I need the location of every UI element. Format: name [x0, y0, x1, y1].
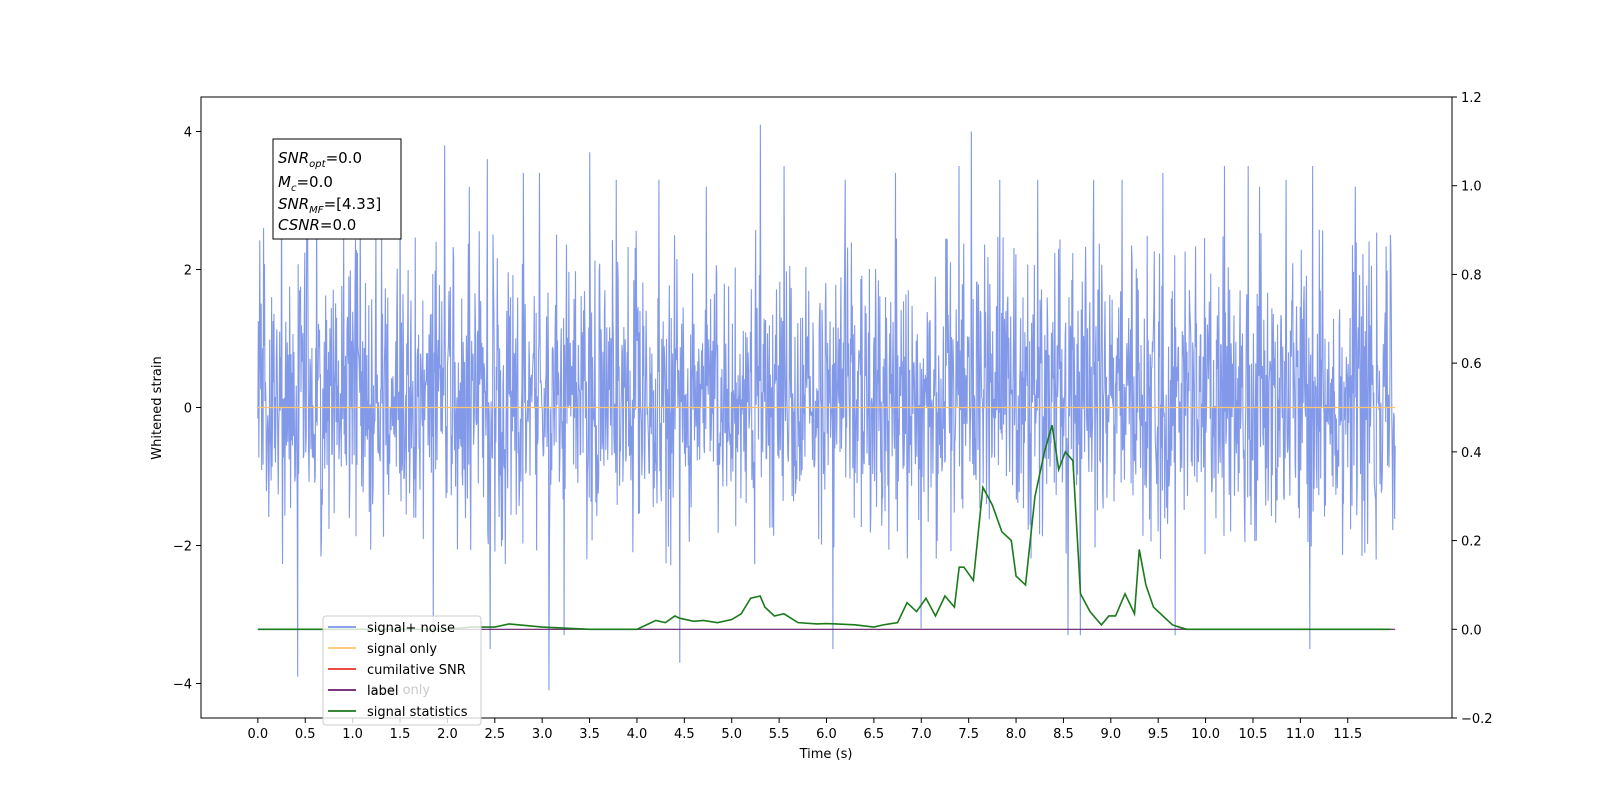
x-tick-label: 1.5: [390, 727, 411, 742]
y-axis-right: 1.2 1.0 0.8 0.6 0.4 0.2 0.0 −0.2: [1452, 91, 1493, 727]
x-tick-label: 3.5: [579, 727, 600, 742]
y-axis-left: 4 2 0 −2 −4: [173, 126, 201, 693]
legend-hidden-text: label only: [367, 683, 430, 698]
x-tick-label: 2.5: [484, 727, 505, 742]
x-tick-label: 3.0: [532, 727, 553, 742]
annotation-snr-opt: SNRopt=0.0: [278, 149, 362, 170]
x-tick-label: 7.0: [911, 727, 932, 742]
x-tick-label: 0.5: [295, 727, 316, 742]
series-layer: [257, 124, 1396, 691]
x-tick-label: 5.0: [721, 727, 742, 742]
x-tick-label: 6.5: [864, 727, 885, 742]
y-tick-label: −4: [173, 678, 192, 693]
x-tick-label: 10.0: [1191, 727, 1220, 742]
series-signal-statistics: [257, 425, 1391, 631]
x-tick-label: 11.5: [1333, 727, 1362, 742]
y-tick-label: 2: [184, 264, 192, 279]
y-right-tick-label: 0.6: [1461, 357, 1482, 372]
x-tick-label: 2.0: [437, 727, 458, 742]
x-tick-label: 8.0: [1006, 727, 1027, 742]
y-axis-label: Whitened strain: [150, 356, 165, 459]
y-right-tick-label: 0.2: [1461, 535, 1482, 550]
x-tick-label: 5.5: [769, 727, 790, 742]
series-signal-noise: [257, 124, 1396, 691]
annotation-csnr: CSNR=0.0: [278, 216, 356, 234]
y-right-tick-label: 1.2: [1461, 91, 1482, 106]
y-right-tick-label: −0.2: [1461, 712, 1493, 727]
y-right-tick-label: 0.8: [1461, 268, 1482, 283]
y-tick-label: 4: [184, 126, 192, 141]
legend-label: signal statistics: [367, 705, 468, 720]
x-tick-label: 1.0: [342, 727, 363, 742]
x-tick-label: 4.5: [674, 727, 695, 742]
x-tick-label: 9.5: [1148, 727, 1169, 742]
x-axis-label: Time (s): [799, 747, 853, 762]
legend: label only signal+ noise signal only cumil…: [322, 615, 482, 726]
y-right-tick-label: 0.0: [1461, 623, 1482, 638]
x-tick-label: 4.0: [627, 727, 648, 742]
x-tick-label: 6.0: [816, 727, 837, 742]
stats-annotation-box: SNRopt=0.0 Mc=0.0 SNRMF=[4.33] CSNR=0.0: [272, 138, 402, 240]
x-axis: 0.0 0.5 1.0 1.5 2.0 2.5 3.0 3.5 4.0 4.5 5.0 5.5 6.0 6…: [248, 718, 1362, 742]
x-tick-label: 7.5: [958, 727, 979, 742]
x-tick-label: 8.5: [1053, 727, 1074, 742]
x-tick-label: 0.0: [248, 727, 269, 742]
legend-label: signal only: [367, 642, 437, 657]
legend-label: label: [367, 684, 398, 699]
annotation-snr-mf: SNRMF=[4.33]: [278, 195, 381, 216]
y-tick-label: −2: [173, 540, 192, 555]
x-tick-label: 10.5: [1239, 727, 1268, 742]
x-tick-label: 9.0: [1100, 727, 1121, 742]
legend-label: cumilative SNR: [367, 663, 466, 678]
y-right-tick-label: 1.0: [1461, 180, 1482, 195]
y-tick-label: 0: [184, 402, 192, 417]
y-right-tick-label: 0.4: [1461, 446, 1482, 461]
x-tick-label: 11.0: [1286, 727, 1315, 742]
annotation-frame: [272, 138, 402, 240]
legend-label: signal+ noise: [367, 621, 455, 636]
legend-frame: [322, 615, 482, 726]
annotation-mc: Mc=0.0: [278, 173, 333, 194]
